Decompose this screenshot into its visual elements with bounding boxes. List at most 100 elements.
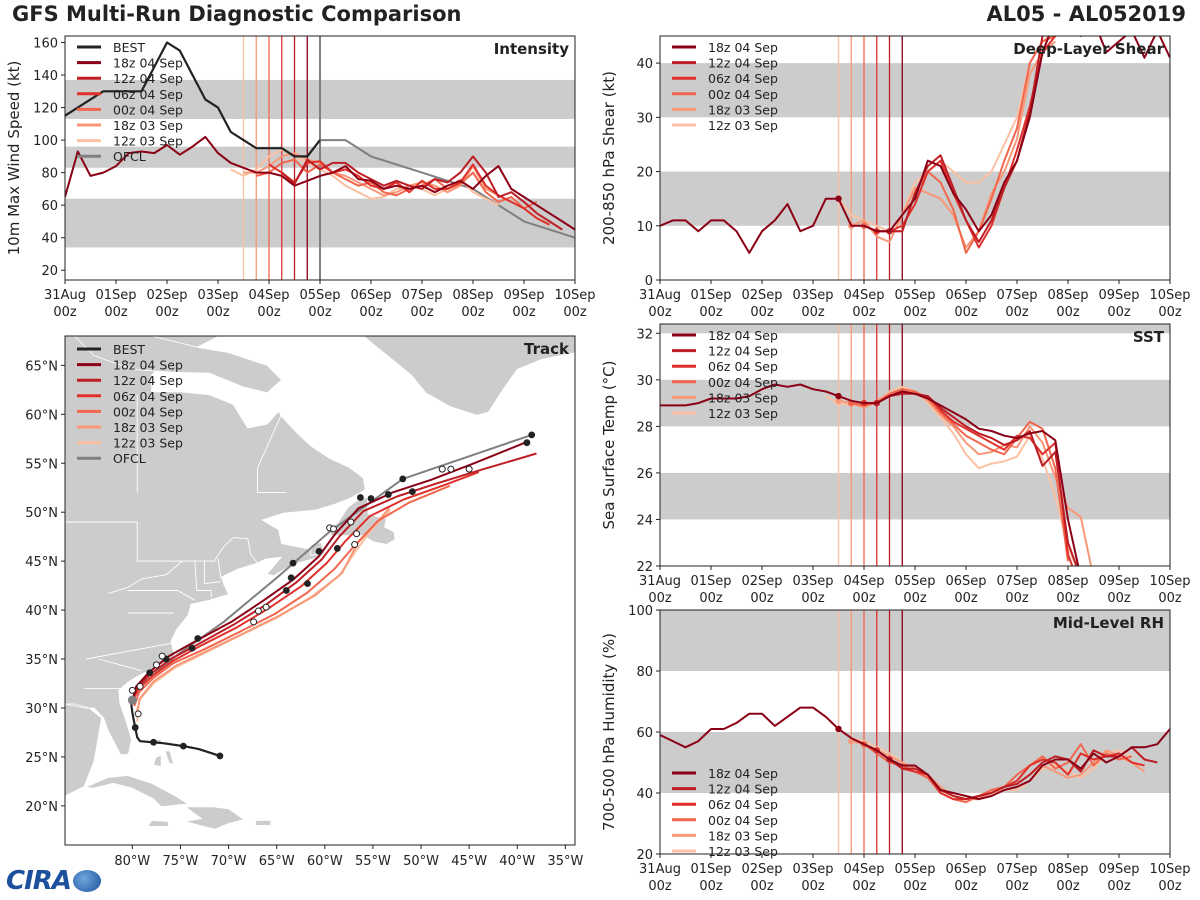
state-line-1: [86, 642, 171, 660]
rh-xtick-label: 00z: [750, 879, 774, 894]
track-marker-open: [128, 686, 136, 694]
track-ytick-label: 50°N: [25, 506, 58, 521]
track-xtick-label: 55°W: [355, 854, 391, 869]
quebec-labrador-border: [257, 414, 287, 494]
sst-xtick-label: 00z: [903, 591, 927, 606]
rh-xtick-label: 07Sep: [996, 862, 1037, 877]
shear-xtick-label: 00z: [1005, 305, 1029, 320]
track-xtick-label: 70°W: [211, 854, 247, 869]
sst-xtick-label: 00z: [1107, 591, 1131, 606]
track-xtick-label: 60°W: [307, 854, 343, 869]
rh-xtick-label: 01Sep: [690, 862, 731, 877]
intensity-xtick-label: 00z: [206, 305, 230, 320]
track-marker-open: [250, 618, 258, 626]
intensity-title: Intensity: [494, 40, 570, 58]
intensity-xtick-label: 01Sep: [95, 288, 136, 303]
us-canada-border: [65, 521, 258, 564]
track-marker-open: [262, 603, 270, 611]
track-map: [65, 336, 575, 845]
shear-xtick-label: 00z: [699, 305, 723, 320]
shear-line-06z-04-sep: [876, 36, 1058, 249]
intensity-xtick-label: 00z: [563, 305, 587, 320]
track-marker-filled: [408, 488, 416, 496]
rh-xtick-label: 00z: [801, 879, 825, 894]
rh-xtick-label: 00z: [1158, 879, 1182, 894]
rh-series-group: [660, 706, 1170, 804]
sst-ylabel: Sea Surface Temp (°C): [600, 360, 618, 529]
intensity-ytick-label: 20: [41, 264, 58, 279]
sst-ytick-label: 26: [636, 467, 653, 482]
track-legend-label-18z-04-sep: 18z 04 Sep: [113, 358, 183, 373]
intensity-legend-label-06z-04-sep: 06z 04 Sep: [113, 87, 183, 102]
track-marker-filled: [289, 559, 297, 567]
shear-ytick-label: 20: [636, 166, 653, 181]
sst-chart: 22 24 26 28 30 32 31Aug 00z 01Sep 00z 02Sep 00z 03Se…: [600, 323, 1191, 606]
intensity-xtick-label: 00z: [359, 305, 383, 320]
sst-init-point-18z-04-sep: [835, 392, 842, 400]
track-marker-filled: [304, 580, 311, 588]
shear-xtick-label: 00z: [852, 305, 876, 320]
shear-title: Deep-Layer Shear: [1013, 40, 1164, 58]
intensity-xtick-label: 00z: [512, 305, 536, 320]
intensity-legend-label-18z-04-sep: 18z 04 Sep: [113, 56, 183, 71]
shear-xtick-label: 00z: [750, 305, 774, 320]
shear-xtick-label: 01Sep: [690, 288, 731, 303]
track-current-position: [127, 695, 137, 705]
sst-legend-label-00z-04-sep: 00z 04 Sep: [708, 375, 778, 390]
track-ytick-label: 60°N: [25, 408, 58, 423]
intensity-ytick-label: 40: [41, 232, 58, 247]
shear-legend-label-12z-03-sep: 12z 03 Sep: [708, 118, 778, 133]
intensity-xtick-label: 03Sep: [197, 288, 238, 303]
sst-legend-label-18z-03-sep: 18z 03 Sep: [708, 390, 778, 405]
shear-xtick-label: 00z: [648, 305, 672, 320]
rh-xtick-label: 06Sep: [945, 862, 986, 877]
sst-band-1: [660, 379, 1170, 427]
rh-ytick-label: 100: [628, 604, 653, 619]
sst-xtick-label: 10Sep: [1149, 574, 1190, 589]
sst-band-2: [660, 324, 1170, 334]
track-xtick-label: 80°W: [114, 854, 150, 869]
rh-legend-label-18z-04-sep: 18z 04 Sep: [708, 766, 778, 781]
rh-ytick-label: 60: [636, 726, 653, 741]
rh-line-12z-03-sep: [837, 728, 1133, 801]
sst-line-00z-04-sep: [851, 388, 1069, 562]
track-legend-label-ofcl: OFCL: [113, 451, 146, 466]
rh-ylabel: 700-500 hPa Humidity (%): [600, 633, 618, 831]
storm-id: AL05 - AL052019: [986, 2, 1187, 26]
rh-legend-label-12z-03-sep: 12z 03 Sep: [708, 844, 778, 859]
rh-xtick-label: 10Sep: [1149, 862, 1190, 877]
rh-xtick-label: 00z: [699, 879, 723, 894]
rh-xtick-label: 09Sep: [1098, 862, 1139, 877]
shear-legend-label-12z-04-sep: 12z 04 Sep: [708, 56, 778, 71]
sst-xtick-label: 00z: [954, 591, 978, 606]
sst-xtick-label: 00z: [1158, 591, 1182, 606]
logo-text: CIRA: [6, 866, 72, 896]
track-marker-filled: [384, 491, 392, 498]
track-marker-filled: [150, 738, 157, 746]
shear-legend-label-18z-04-sep: 18z 04 Sep: [708, 40, 778, 55]
rh-chart: 20 40 60 80 100 31Aug 00z 01Sep 00z 02Sep 00z 03Sep…: [600, 604, 1191, 894]
rh-xtick-label: 02Sep: [741, 862, 782, 877]
rh-xtick-label: 00z: [954, 879, 978, 894]
track-ytick-label: 35°N: [25, 653, 58, 668]
track-marker-filled: [216, 752, 224, 760]
shear-xtick-label: 00z: [954, 305, 978, 320]
sst-ytick-label: 24: [636, 513, 653, 528]
eleuthera-land: [164, 750, 175, 766]
state-line-5: [127, 590, 196, 601]
track-marker-open: [254, 607, 262, 615]
intensity-xtick-label: 00z: [53, 305, 77, 320]
sst-xtick-label: 00z: [852, 591, 876, 606]
shear-legend-label-18z-03-sep: 18z 03 Sep: [708, 102, 778, 117]
intensity-legend-label-18z-03-sep: 18z 03 Sep: [113, 118, 183, 133]
track-xtick-label: 75°W: [163, 854, 199, 869]
intensity-legend-label-00z-04-sep: 00z 04 Sep: [113, 102, 183, 117]
shear-band-1: [660, 63, 1170, 118]
sst-ytick-label: 28: [636, 420, 653, 435]
intensity-xtick-label: 00z: [308, 305, 332, 320]
shear-xtick-label: 31Aug: [639, 288, 681, 303]
track-marker-open: [447, 465, 455, 473]
rh-xtick-label: 00z: [852, 879, 876, 894]
track-legend-label-06z-04-sep: 06z 04 Sep: [113, 389, 183, 404]
intensity-ytick-label: 160: [33, 37, 58, 52]
